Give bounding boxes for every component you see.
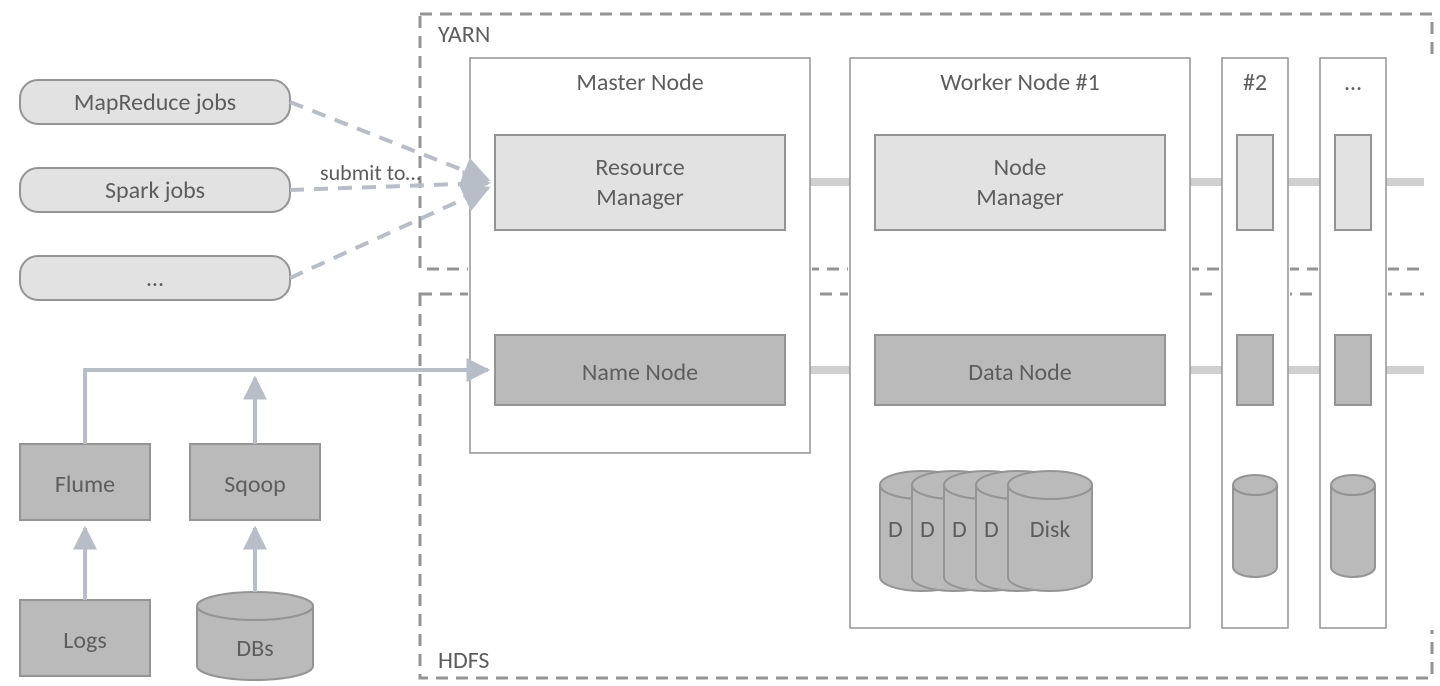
- hdfs-label: HDFS: [438, 646, 489, 675]
- flume-label: Flume: [55, 470, 115, 499]
- hdfs-stub-w2: [1237, 335, 1273, 405]
- worker2-label: #2: [1243, 68, 1267, 97]
- job-pill-label: Spark jobs: [105, 176, 205, 205]
- data-node-label: Data Node: [968, 358, 1071, 387]
- flume-to-namenode-arrow: [85, 370, 488, 444]
- master-node-label: Master Node: [576, 68, 703, 97]
- job-pill-label: …: [147, 264, 164, 293]
- disk-label: D: [888, 515, 903, 544]
- resource-manager-l1: Resource: [595, 153, 684, 182]
- disk-label: D: [984, 515, 999, 544]
- disk-label: Disk: [1030, 515, 1071, 544]
- job-pill-label: MapReduce jobs: [74, 88, 236, 117]
- hadoop-architecture-diagram: YARN HDFS Master Node Worker Node #1 #2 …: [0, 0, 1440, 686]
- disk-stack: DDDDDisk: [880, 471, 1092, 591]
- submit-to-label: submit to…: [320, 159, 421, 186]
- worker3-label: …: [1345, 68, 1362, 97]
- submit-arrow-3: [290, 188, 488, 278]
- node-manager-l1: Node: [994, 153, 1047, 182]
- worker1-label: Worker Node #1: [940, 68, 1099, 97]
- sqoop-label: Sqoop: [224, 470, 286, 499]
- resource-manager-l2: Manager: [596, 183, 684, 212]
- node-manager-l2: Manager: [976, 183, 1064, 212]
- disk-label: D: [952, 515, 967, 544]
- hdfs-stub-w3: [1335, 335, 1371, 405]
- dbs-label: DBs: [236, 634, 273, 663]
- yarn-stub-w3: [1335, 135, 1371, 230]
- name-node-label: Name Node: [582, 358, 698, 387]
- logs-label: Logs: [63, 626, 106, 655]
- disk-stub-w3: [1331, 475, 1375, 577]
- disk-stub-w2: [1233, 475, 1277, 577]
- yarn-stub-w2: [1237, 135, 1273, 230]
- disk-label: D: [920, 515, 935, 544]
- yarn-label: YARN: [438, 20, 490, 49]
